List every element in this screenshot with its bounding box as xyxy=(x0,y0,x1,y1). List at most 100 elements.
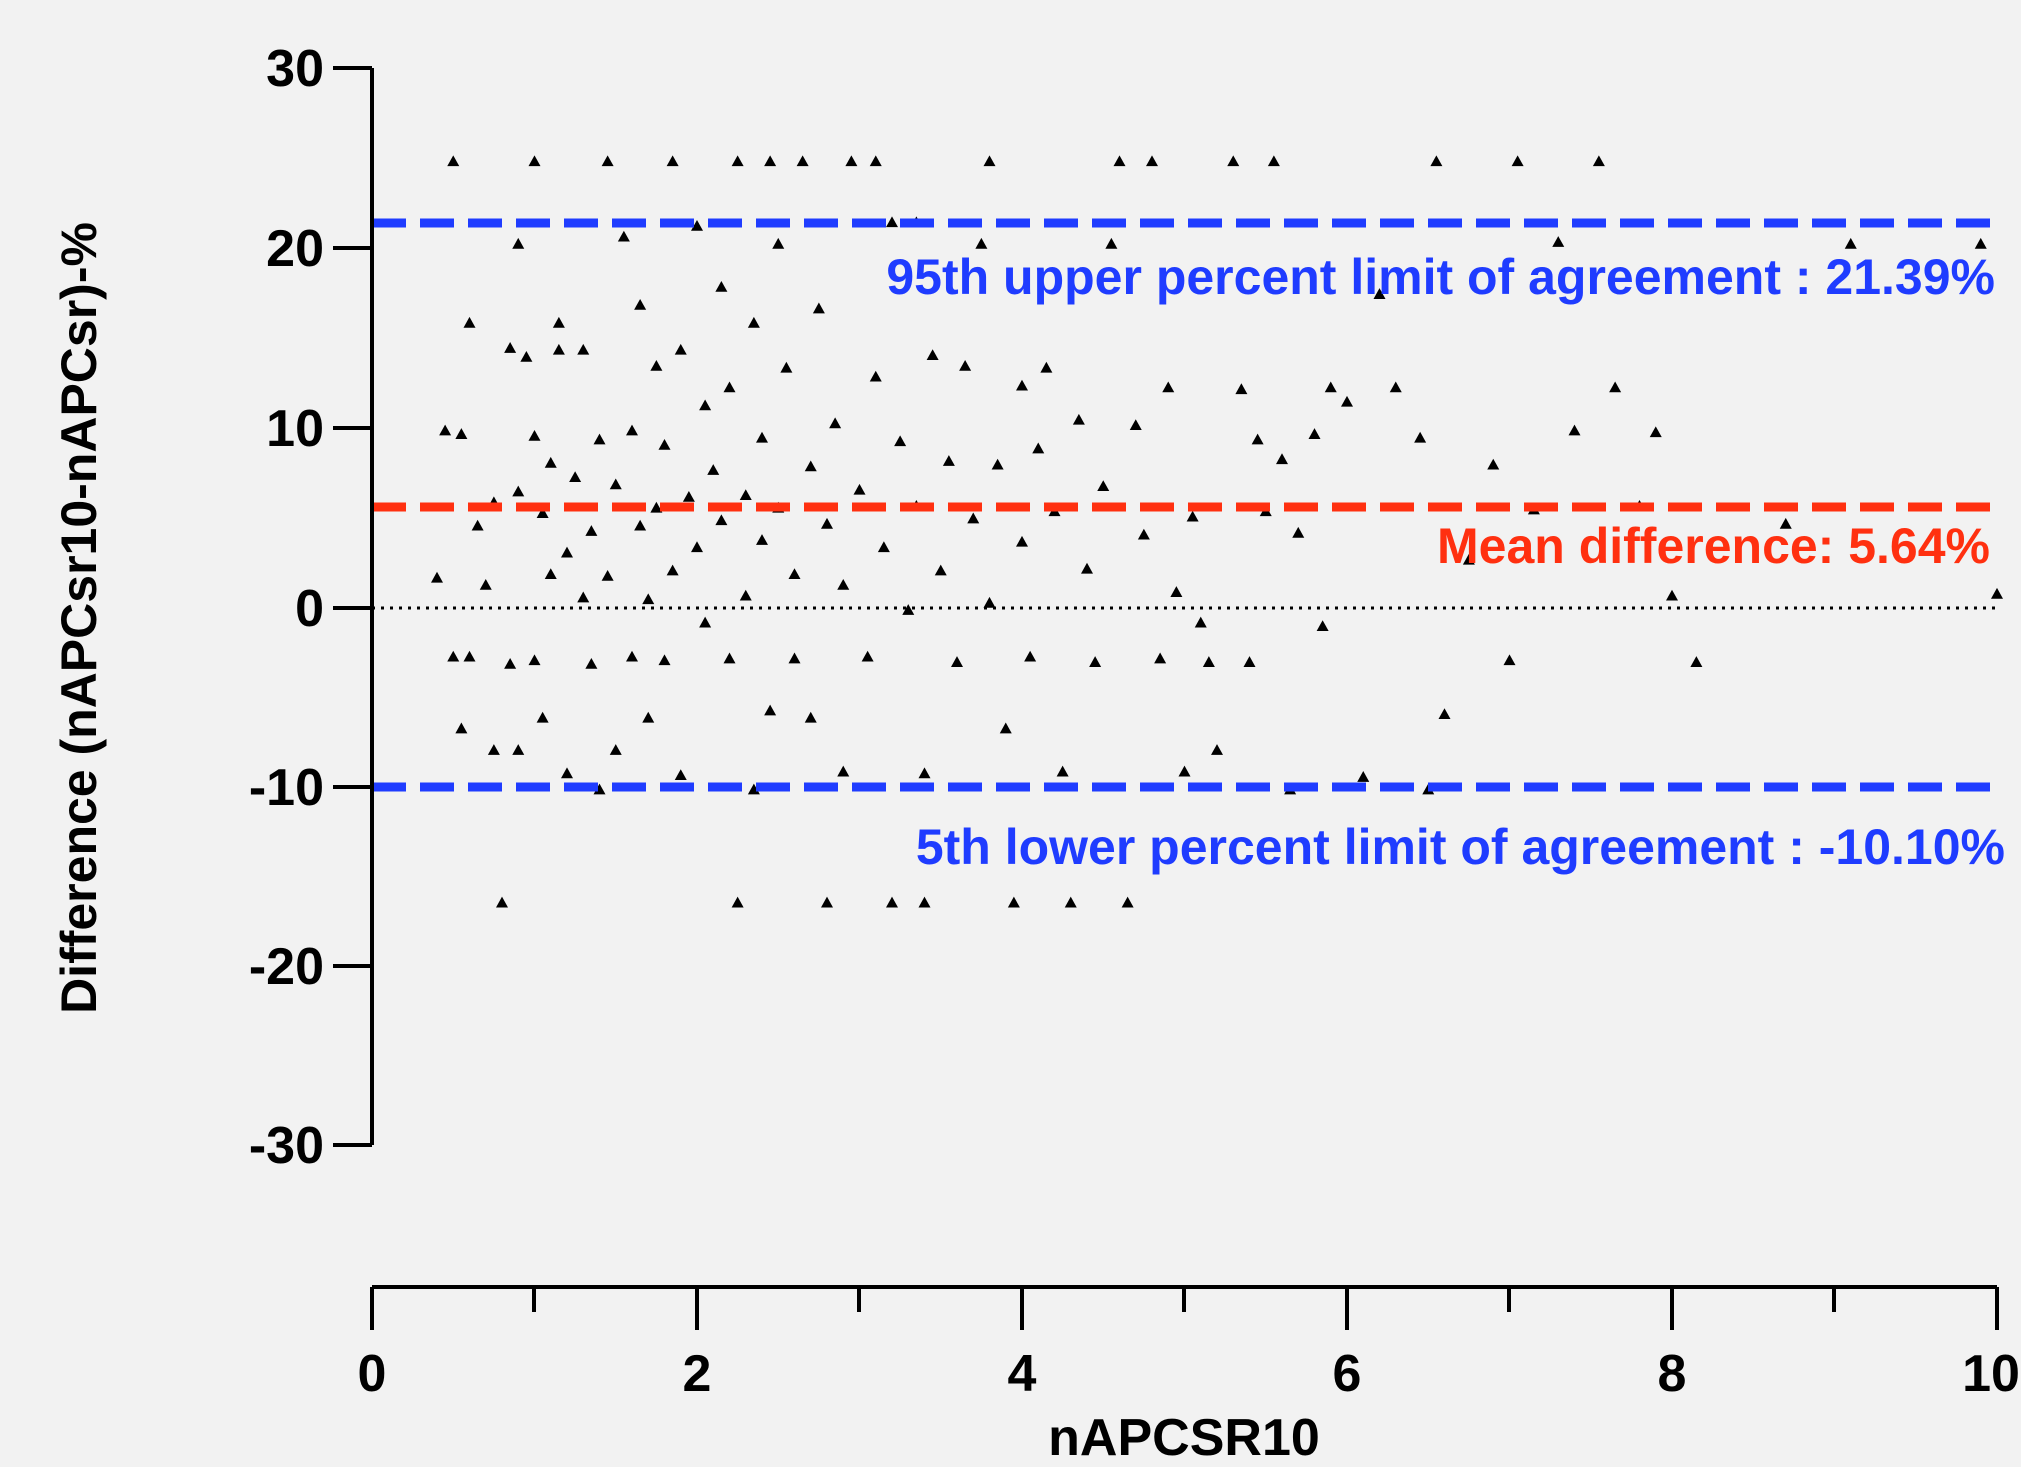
data-point xyxy=(1202,656,1215,667)
data-point xyxy=(1154,652,1167,664)
data-point xyxy=(1316,620,1329,632)
data-point xyxy=(821,517,833,529)
data-point xyxy=(674,769,687,781)
x-tick-label: 8 xyxy=(1658,1345,1687,1403)
data-point xyxy=(845,155,858,167)
data-point xyxy=(585,525,598,536)
data-point xyxy=(601,569,614,581)
data-point xyxy=(682,491,695,502)
data-point xyxy=(520,350,533,362)
data-point xyxy=(609,478,622,490)
data-point xyxy=(1032,442,1045,454)
x-tick-labels: 0 2 4 6 8 10 xyxy=(358,1345,2020,1403)
data-point xyxy=(455,722,468,734)
y-tick-label: -10 xyxy=(249,759,324,817)
data-point xyxy=(1276,453,1288,465)
data-point xyxy=(731,155,744,167)
data-point xyxy=(1649,426,1662,438)
data-point xyxy=(666,564,679,576)
data-point xyxy=(431,571,443,583)
data-point xyxy=(691,219,703,231)
data-point xyxy=(1991,587,2003,599)
data-point xyxy=(723,381,736,393)
data-point xyxy=(715,280,728,292)
y-axis-ticks xyxy=(333,66,372,1147)
x-axis-ticks xyxy=(370,1287,1999,1330)
data-point xyxy=(439,424,452,436)
data-point xyxy=(1211,744,1223,755)
data-point xyxy=(707,464,720,475)
data-point xyxy=(1373,288,1386,299)
data-point xyxy=(869,370,882,382)
data-point xyxy=(544,456,557,468)
data-point xyxy=(447,155,460,167)
data-point xyxy=(561,767,573,779)
lower-limit-label: 5th lower percent limit of agreement : -… xyxy=(916,819,2005,875)
data-point xyxy=(561,546,573,558)
data-point xyxy=(1503,654,1516,666)
data-point xyxy=(528,155,541,167)
data-point xyxy=(512,485,525,497)
data-point xyxy=(479,578,492,590)
data-point xyxy=(471,519,484,531)
data-point xyxy=(552,343,565,355)
data-point xyxy=(1430,155,1443,167)
data-point xyxy=(536,711,549,723)
data-point xyxy=(1186,510,1199,522)
data-point xyxy=(975,237,988,249)
data-point xyxy=(780,361,793,373)
data-point xyxy=(528,429,541,441)
data-point xyxy=(886,896,898,908)
data-point xyxy=(1007,896,1020,908)
data-point xyxy=(1146,155,1158,167)
data-point xyxy=(601,155,614,167)
data-point xyxy=(1438,708,1451,719)
data-point xyxy=(1308,428,1321,439)
data-point xyxy=(1357,771,1370,782)
data-point xyxy=(642,593,655,605)
data-point xyxy=(512,744,525,755)
y-tick-label: -30 xyxy=(249,1117,324,1175)
data-point xyxy=(731,896,744,908)
data-point xyxy=(1324,381,1337,393)
data-point xyxy=(715,514,728,526)
data-point xyxy=(634,519,647,531)
data-point xyxy=(1592,155,1605,167)
data-point xyxy=(1129,419,1142,431)
y-tick-labels: 30 20 10 0 -10 -20 -30 xyxy=(249,40,324,1175)
data-point xyxy=(983,596,996,608)
data-point xyxy=(1243,656,1256,667)
data-point xyxy=(658,438,671,450)
data-point xyxy=(585,657,598,669)
data-point xyxy=(1389,381,1402,393)
data-point xyxy=(1227,155,1240,167)
data-point xyxy=(1024,650,1037,662)
data-point xyxy=(804,711,817,723)
data-point xyxy=(536,507,549,518)
data-point xyxy=(837,765,850,777)
mean-difference-label: Mean difference: 5.64% xyxy=(1437,518,1990,574)
data-point xyxy=(626,650,638,662)
data-point xyxy=(804,460,817,472)
y-tick-label: 30 xyxy=(266,40,324,98)
data-point xyxy=(894,435,907,447)
data-point xyxy=(512,237,525,249)
x-axis-title: nAPCSR10 xyxy=(1048,1409,1320,1467)
data-point xyxy=(853,483,866,495)
data-point xyxy=(829,417,842,429)
data-point xyxy=(447,650,460,662)
data-point xyxy=(1113,155,1126,167)
data-point xyxy=(528,654,541,666)
data-point xyxy=(788,568,801,579)
data-point xyxy=(788,652,801,664)
data-point xyxy=(739,489,752,501)
data-point xyxy=(934,564,947,576)
data-point xyxy=(886,216,898,228)
data-point xyxy=(1170,586,1183,597)
data-point xyxy=(1178,765,1191,777)
data-point xyxy=(837,578,850,590)
data-point xyxy=(1251,433,1264,445)
data-point xyxy=(1414,431,1427,443)
data-point xyxy=(902,604,915,615)
